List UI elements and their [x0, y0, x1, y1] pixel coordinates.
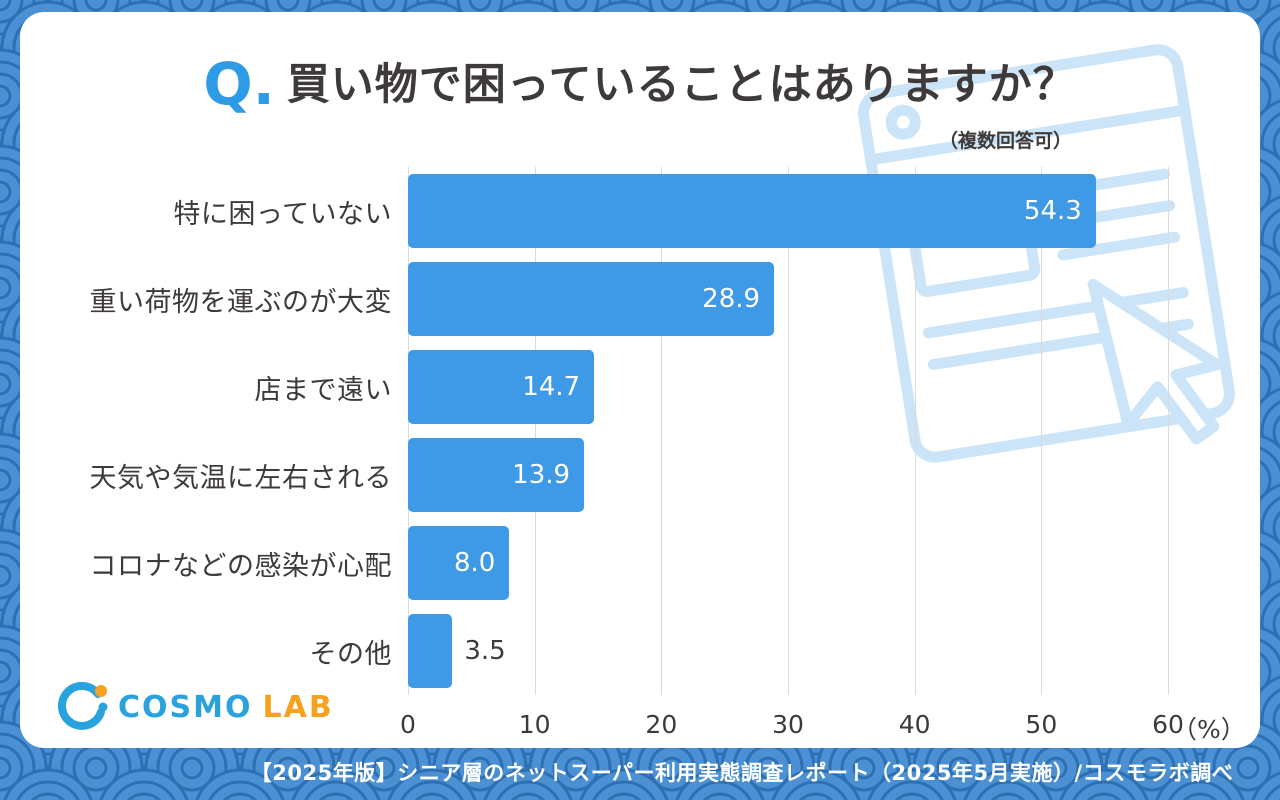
bar-track: 28.9 — [408, 262, 1260, 336]
bar — [408, 614, 453, 688]
bar-track: 3.5 — [408, 614, 1260, 688]
brand-cosmo: COSMO — [118, 689, 253, 725]
category-label: コロナなどの感染が心配 — [89, 550, 392, 582]
value-label: 3.5 — [464, 636, 506, 666]
bar-row: その他 3.5 — [20, 607, 1260, 695]
bar-row: 特に困っていない 54.3 — [20, 167, 1260, 255]
bar-track: 8.0 — [408, 526, 1260, 600]
value-label: 54.3 — [1023, 196, 1082, 226]
bar-track: 14.7 — [408, 350, 1260, 424]
bar-row: 重い荷物を運ぶのが大変 28.9 — [20, 255, 1260, 343]
question-prefix: Q. — [203, 50, 275, 118]
bar: 54.3 — [408, 174, 1096, 248]
source-note: 【2025年版】シニア層のネットスーパー利用実態調査レポート（2025年5月実施… — [250, 761, 1234, 785]
cursor-arrow-icon — [1087, 278, 1223, 445]
x-tick-label: 40 — [898, 710, 931, 739]
x-tick-label: 30 — [772, 710, 804, 739]
cosmolab-logo-icon — [57, 681, 108, 730]
bar-rows: 特に困っていない 54.3 重い荷物を運ぶのが大変 28.9 店まで遠い 14.7 天気や気… — [20, 167, 1260, 695]
title-row: Q. 買い物で困っていることはありますか？ — [20, 50, 1260, 118]
category-label: 特に困っていない — [173, 198, 392, 230]
x-axis: （%） 0 10 20 30 40 50 60 — [400, 710, 1248, 746]
gridline — [1168, 167, 1169, 695]
gridline — [408, 167, 409, 695]
gridline — [1041, 167, 1043, 695]
value-label: 8.0 — [453, 548, 496, 578]
cosmolab-logo: COSMO LAB — [56, 680, 334, 734]
x-tick-label: 0 — [400, 710, 416, 739]
category-label: その他 — [309, 638, 392, 670]
x-tick-label: 60 — [1152, 710, 1184, 739]
multiple-answers-note: （複数回答可） — [938, 130, 1072, 152]
bar-row: コロナなどの感染が心配 8.0 — [20, 519, 1260, 607]
browser-window-decoration — [858, 44, 1235, 463]
bar: 8.0 — [408, 526, 510, 600]
bar: 14.7 — [408, 350, 595, 424]
gridlines — [408, 167, 1169, 695]
browser-frame-icon — [858, 44, 1235, 463]
gridline — [534, 167, 536, 695]
bar: 28.9 — [408, 262, 775, 336]
report-card: Q. 買い物で困っていることはありますか？ （複数回答可） 特に困っていない 54.… — [20, 12, 1260, 748]
category-label: 天気や気温に左右される — [89, 462, 392, 494]
bar-track: 13.9 — [408, 438, 1260, 512]
gridline — [661, 167, 663, 695]
value-label: 14.7 — [522, 372, 581, 402]
gridline — [788, 167, 789, 695]
category-label: 重い荷物を運ぶのが大変 — [89, 286, 392, 318]
category-label: 店まで遠い — [254, 374, 392, 406]
bar: 13.9 — [408, 438, 585, 512]
gridline — [914, 167, 916, 695]
bar-track: 54.3 — [408, 174, 1260, 248]
x-tick-label: 20 — [645, 710, 678, 739]
brand-lab: LAB — [262, 689, 334, 725]
bar-chart: 特に困っていない 54.3 重い荷物を運ぶのが大変 28.9 店まで遠い 14.7 天気や気… — [20, 162, 1260, 744]
page-title: 買い物で困っていることはありますか？ — [286, 60, 1077, 110]
value-label: 28.9 — [702, 284, 761, 314]
x-tick-label: 50 — [1025, 710, 1058, 739]
bar-row: 店まで遠い 14.7 — [20, 343, 1260, 431]
unit-label: （%） — [1172, 715, 1246, 744]
x-tick-label: 10 — [518, 710, 551, 739]
bar-row: 天気や気温に左右される 13.9 — [20, 431, 1260, 519]
value-label: 13.9 — [512, 460, 571, 490]
